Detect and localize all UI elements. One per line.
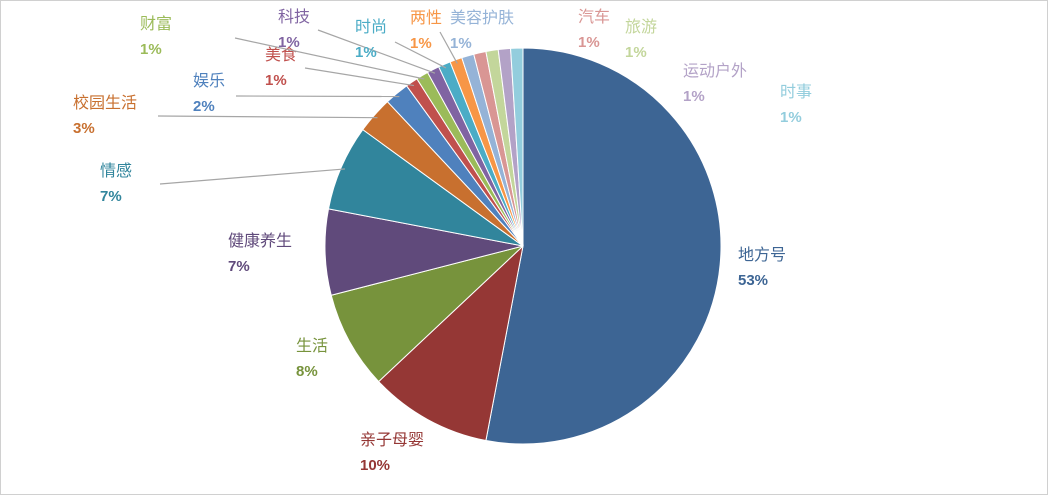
value-label: 8% [296,363,318,380]
value-label: 1% [625,44,647,61]
value-label: 1% [450,35,472,52]
pie-slice [485,47,722,445]
value-label: 10% [360,457,390,474]
value-label: 1% [265,72,287,89]
value-label: 1% [578,34,600,51]
slice-label: 时事 [780,83,812,101]
leader-line [394,41,447,69]
slice-label: 科技 [278,8,310,26]
slice-label: 亲子母婴 [360,431,424,449]
leader-line [304,67,415,87]
leader-line [235,95,400,98]
slice-label: 情感 [100,162,132,180]
slice-label: 汽车 [578,8,610,26]
slice-label: 两性 [410,9,442,27]
value-label: 1% [410,35,432,52]
pie-slice [377,244,524,442]
slice-label: 娱乐 [193,72,225,90]
value-label: 53% [738,272,768,289]
value-label: 1% [683,88,705,105]
slice-label: 地方号 [738,246,786,264]
slice-label: 美食 [265,46,297,64]
pie-slice [330,245,524,383]
value-label: 1% [278,34,300,51]
pie-slice [510,47,524,247]
slice-label: 校园生活 [73,94,137,112]
value-label: 7% [228,258,250,275]
value-label: 2% [193,98,215,115]
value-label: 1% [780,109,802,126]
leader-line [157,115,378,119]
slice-label: 生活 [296,337,328,355]
leader-line [234,37,425,80]
value-label: 1% [140,41,162,58]
value-label: 1% [355,44,377,61]
slice-label: 健康养生 [228,232,292,250]
slice-label: 时尚 [355,18,387,36]
leader-line [439,31,458,64]
leader-line [159,168,346,185]
slice-label: 财富 [140,15,172,33]
leader-line [317,29,436,74]
value-label: 3% [73,120,95,137]
slice-label: 美容护肤 [450,9,514,27]
slice-label: 运动户外 [683,62,747,80]
slice-label: 旅游 [625,18,657,36]
value-label: 7% [100,188,122,205]
